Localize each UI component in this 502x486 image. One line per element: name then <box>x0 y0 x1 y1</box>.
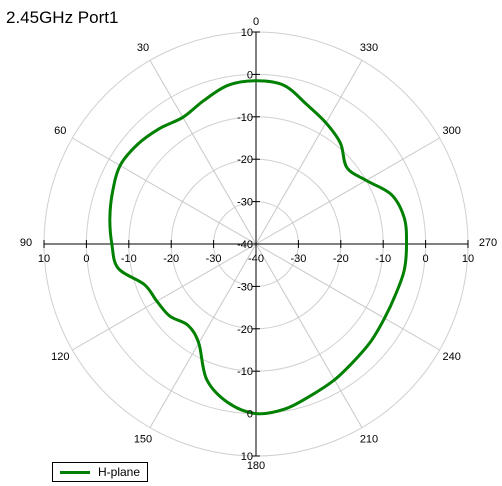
angle-tick-label: 0 <box>253 16 259 28</box>
radial-tick-label: -40 <box>237 239 253 251</box>
grid-spoke <box>255 137 440 245</box>
radial-tick-label: -30 <box>237 281 253 293</box>
radial-tick-label: -20 <box>237 324 253 336</box>
angle-tick-label: 240 <box>443 351 461 363</box>
angle-tick-label: 330 <box>360 42 378 54</box>
polar-grid <box>43 31 469 457</box>
chart-title: 2.45GHz Port1 <box>6 8 119 27</box>
grid-spoke <box>255 243 440 351</box>
radial-tick-label: 10 <box>241 451 253 463</box>
grid-spoke <box>149 243 257 428</box>
grid-spoke <box>255 60 363 245</box>
radial-tick-label: -10 <box>237 112 253 124</box>
radial-tick-label: 0 <box>247 409 253 421</box>
radial-tick-label: 10 <box>241 27 253 39</box>
radial-tick-label: 0 <box>247 69 253 81</box>
radial-tick-label: 0 <box>423 253 429 265</box>
angle-tick-label: 120 <box>51 351 69 363</box>
angle-tick-label: 60 <box>54 125 66 137</box>
radial-tick-label: 10 <box>38 253 50 265</box>
radial-tick-label: -10 <box>121 253 137 265</box>
angle-tick-label: 180 <box>247 460 265 472</box>
legend-label-h-plane: H-plane <box>98 465 141 479</box>
angle-tick-label: 90 <box>20 237 32 249</box>
angle-tick-label: 210 <box>360 434 378 446</box>
legend: H-plane <box>52 462 148 482</box>
radial-tick-label: -30 <box>206 253 222 265</box>
angle-tick-label: 300 <box>443 125 461 137</box>
series-layer <box>108 79 409 416</box>
radial-tick-label: 0 <box>83 253 89 265</box>
radial-tick-label: -10 <box>237 366 253 378</box>
radial-tick-label: -20 <box>163 253 179 265</box>
radial-tick-label: -40 <box>248 253 264 265</box>
angle-tick-label: 270 <box>479 237 497 249</box>
grid-spoke <box>255 243 363 428</box>
grid-spoke <box>72 137 257 245</box>
angle-tick-label: 150 <box>134 434 152 446</box>
radial-tick-label: -30 <box>237 197 253 209</box>
grid-spoke <box>72 243 257 351</box>
angle-tick-label: 30 <box>137 42 149 54</box>
radial-tick-label: -20 <box>237 154 253 166</box>
series-line-h-plane <box>108 79 409 416</box>
radial-tick-label: -20 <box>333 253 349 265</box>
radial-tick-label: 10 <box>462 253 474 265</box>
legend-swatch-h-plane <box>60 471 90 474</box>
radial-tick-label: -10 <box>375 253 391 265</box>
grid-spoke <box>149 60 257 245</box>
radial-tick-label: -30 <box>290 253 306 265</box>
